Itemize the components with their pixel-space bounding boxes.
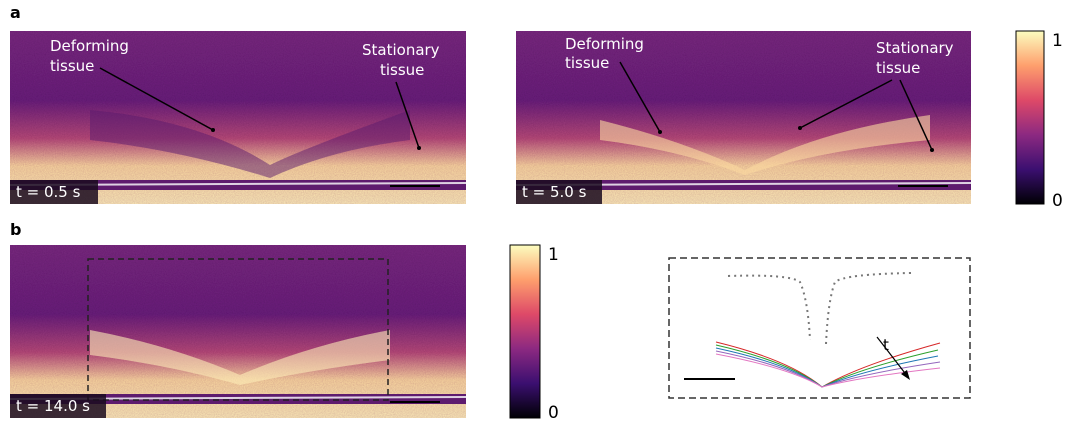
time-label: t = 5.0 s [522, 183, 587, 201]
colorbar-min: 0 [548, 403, 559, 422]
annotation: Stationary tissue [362, 41, 440, 79]
panel-label: b [10, 220, 21, 239]
oct-image: t = 5.0 s Deforming tissue Stationary tiss… [515, 31, 972, 204]
annotation-line: tissue [50, 57, 94, 75]
oct-image: t = 0.5 s Deforming tissue Stationary tiss… [9, 31, 467, 204]
panel-label: a [10, 3, 21, 22]
annotation-line: tissue [380, 61, 424, 79]
annotation: Deforming tissue [565, 35, 644, 72]
time-label: t = 14.0 s [16, 397, 90, 415]
annotation-line: Stationary [362, 41, 440, 59]
arrow-label: t [883, 336, 889, 354]
time-label: t = 0.5 s [16, 183, 81, 201]
colorbar-max: 1 [1052, 31, 1063, 51]
annotation-line: Deforming [565, 35, 644, 53]
annotation: Stationary tissue [876, 39, 954, 77]
annotation-line: tissue [876, 59, 920, 77]
colorbar-max: 1 [548, 245, 559, 265]
inset: t [668, 257, 971, 399]
colorbar: 1 0 [1015, 30, 1063, 211]
annotation: Deforming tissue [50, 37, 129, 75]
colorbar: 1 0 [509, 244, 559, 422]
annotation-line: tissue [565, 54, 609, 72]
annotation-line: Deforming [50, 37, 129, 55]
oct-image: t = 14.0 s [9, 245, 467, 418]
colorbar-min: 0 [1052, 191, 1063, 211]
annotation-line: Stationary [876, 39, 954, 57]
